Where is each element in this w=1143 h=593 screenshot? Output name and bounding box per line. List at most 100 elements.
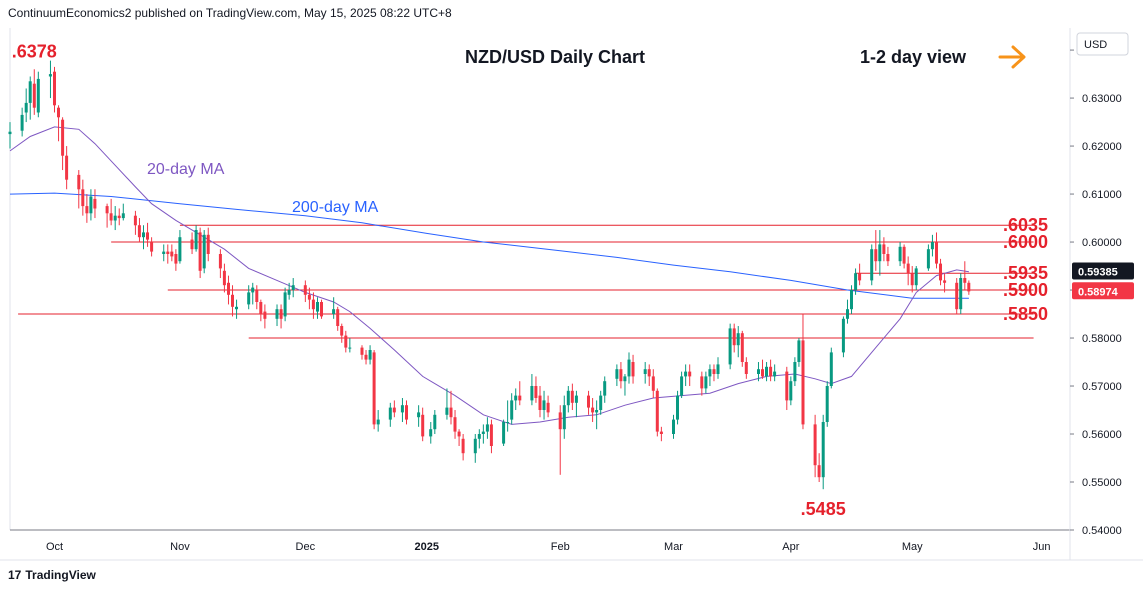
candle-body [32, 83, 36, 108]
candle [587, 390, 590, 415]
candle [700, 371, 704, 396]
candle-body [603, 381, 607, 396]
candle [935, 232, 938, 269]
candle [202, 230, 206, 274]
candle [793, 357, 797, 387]
level-label: .6035 [1003, 215, 1048, 235]
candle-body [599, 395, 603, 410]
candle [198, 227, 202, 279]
candle [623, 374, 627, 396]
candle [744, 357, 748, 379]
right-arrow-icon [998, 45, 1026, 69]
candle-body [247, 292, 251, 305]
candle [121, 203, 125, 221]
candle [821, 414, 825, 490]
candle [348, 338, 352, 353]
candle [93, 189, 97, 219]
chart-title: NZD/USD Daily Chart [465, 47, 645, 67]
candle-body [251, 287, 255, 293]
candle [259, 299, 263, 322]
candle-body [311, 299, 315, 310]
price-tag-box [1072, 262, 1134, 280]
candle-body [882, 244, 886, 254]
tradingview-brand-label: TradingView [25, 568, 96, 582]
candle-body [405, 405, 408, 420]
candle-body [36, 78, 40, 113]
candle-body [445, 407, 449, 415]
candle-body [473, 438, 477, 454]
candle [364, 350, 368, 365]
candle-body [587, 395, 590, 408]
candle-body [789, 381, 793, 401]
candle-body [574, 395, 578, 403]
time-tick-label: Nov [170, 541, 190, 553]
candle [566, 386, 570, 413]
candle-body [502, 422, 506, 444]
candle-body [874, 249, 878, 262]
price-axis: 0.640000.630000.620000.610000.600000.590… [1070, 45, 1122, 537]
candle [647, 364, 651, 387]
candle-body [813, 424, 817, 466]
candle-body [542, 400, 546, 410]
candle-body [279, 309, 283, 319]
candle [28, 76, 32, 120]
price-tag-label: 0.58974 [1078, 286, 1119, 298]
candle-body [348, 347, 352, 349]
candle [615, 364, 619, 387]
candle [825, 381, 829, 427]
candle [178, 230, 182, 264]
candle [930, 234, 934, 257]
time-tick-label: Feb [551, 541, 570, 553]
candle [963, 261, 967, 291]
candle-body [870, 249, 874, 281]
candle [732, 323, 736, 353]
candle-body [708, 369, 712, 377]
candle-body [841, 318, 845, 353]
candle-body [672, 419, 675, 434]
candle-body [955, 282, 959, 310]
candle-body [562, 405, 566, 430]
candle-body [477, 434, 481, 439]
candle-body [817, 465, 821, 478]
candle [817, 453, 821, 483]
candle-body [231, 294, 234, 307]
candle-body [930, 242, 934, 250]
candle-body [174, 254, 178, 264]
candle-body [283, 292, 287, 317]
candle [716, 357, 720, 379]
candle-body [481, 431, 485, 434]
candle-body [170, 251, 174, 257]
support-resistance-levels [18, 224, 1034, 339]
candle [77, 170, 81, 209]
candle-body [24, 102, 28, 113]
candle [902, 244, 906, 269]
candle [736, 326, 740, 358]
price-tick-label: 0.62000 [1082, 141, 1122, 153]
candle [85, 194, 89, 223]
candle-body [854, 273, 858, 290]
candle [684, 364, 688, 387]
candle [655, 388, 659, 437]
candle [61, 117, 65, 171]
candle-body [534, 386, 538, 398]
candle [8, 122, 12, 149]
candle-body [485, 424, 489, 432]
candle-body [943, 280, 947, 283]
candle-body [744, 362, 748, 374]
candle [20, 107, 24, 137]
candle-body [85, 206, 89, 214]
tradingview-brand[interactable]: 17 TradingView [8, 568, 96, 582]
candle [275, 304, 279, 327]
price-tick-label: 0.55000 [1082, 477, 1122, 489]
candle [506, 400, 510, 432]
candle-body [376, 419, 380, 425]
candle-body [740, 333, 744, 362]
candle-body [287, 290, 291, 295]
candle [672, 414, 675, 439]
candle [542, 390, 546, 420]
candle-body [28, 81, 32, 103]
candle [344, 330, 348, 353]
candle-body [235, 306, 238, 310]
candle-body [676, 395, 679, 420]
candle-body [166, 251, 170, 254]
